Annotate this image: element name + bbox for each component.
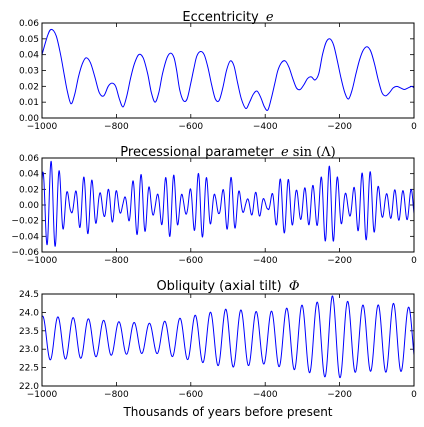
precession-xtick-label: −600 [178,256,203,266]
precession-xtick-label: −800 [104,256,129,266]
eccentricity-series-line [41,28,415,111]
eccentricity-ytick-label: 0.00 [19,114,39,124]
eccentricity-xtick-label: −1000 [27,122,58,132]
obliquity-series-line [41,295,415,379]
precession-ytick-label: −0.02 [11,217,39,227]
x-axis-label: Thousands of years before present [122,405,332,419]
obliquity-ytick-label: 23.5 [19,327,39,337]
eccentricity-ytick-label: 0.06 [19,19,39,29]
eccentricity-ytick-label: 0.04 [19,51,39,61]
eccentricity-xtick-label: −600 [178,122,203,132]
eccentricity-ytick-label: 0.03 [19,67,39,77]
precession-ytick-label: 0.04 [19,170,39,180]
eccentricity-ytick-label: 0.05 [19,35,39,45]
obliquity-xtick-label: −1000 [27,390,58,400]
precession-title: Precessional parameter e sin (Λ) [120,145,335,160]
precession-ytick-label: −0.06 [11,248,39,258]
precession-xtick-label: 0 [411,256,417,266]
precession-ytick-label: 0.06 [19,154,39,164]
obliquity-ticks [41,293,415,387]
precession-xtick-label: −200 [327,256,352,266]
precession-axes-frame [41,157,415,253]
precession-panel: Precessional parameter e sin (Λ) −1000 −8… [11,145,417,266]
obliquity-ytick-label: 24.5 [19,290,39,300]
obliquity-xtick-label: −800 [104,390,129,400]
obliquity-panel: Obliquity (axial tilt) Φ −1000 −800 −600 −4… [19,279,417,400]
eccentricity-tick-labels: −1000 −800 −600 −400 −200 0 0.00 0.01 0.02 0.03 0.… [19,19,417,132]
eccentricity-title: Eccentricity e [182,10,274,25]
obliquity-ytick-label: 22.0 [19,382,39,392]
precession-ytick-label: 0.02 [19,185,39,195]
precession-ytick-label: −0.04 [11,232,39,242]
precession-xtick-label: −400 [253,256,278,266]
eccentricity-xtick-label: −400 [253,122,278,132]
eccentricity-axes-frame [41,22,415,119]
obliquity-xtick-label: −400 [253,390,278,400]
precession-xtick-label: −1000 [27,256,58,266]
obliquity-xtick-label: −600 [178,390,203,400]
eccentricity-ytick-label: 0.01 [19,98,39,108]
eccentricity-ticks [41,22,415,119]
obliquity-xtick-label: −200 [327,390,352,400]
obliquity-axes-frame [41,293,415,387]
eccentricity-ytick-label: 0.02 [19,82,39,92]
obliquity-title: Obliquity (axial tilt) Φ [156,279,299,294]
precession-ytick-label: 0.00 [19,201,39,211]
obliquity-ytick-label: 22.5 [19,364,39,374]
eccentricity-xtick-label: −800 [104,122,129,132]
eccentricity-xtick-label: 0 [411,122,417,132]
precession-series-line [41,160,415,247]
precession-tick-labels: −1000 −800 −600 −400 −200 0 −0.06 −0.04 −0.02 0.0… [11,154,417,266]
obliquity-ytick-label: 23.0 [19,345,39,355]
eccentricity-xtick-label: −200 [327,122,352,132]
eccentricity-panel: Eccentricity e −1000 −800 −600 −400 −200 0 0.0… [19,10,417,132]
obliquity-tick-labels: −1000 −800 −600 −400 −200 0 22.0 22.5 23.0 23.5 24… [19,290,417,400]
obliquity-ytick-label: 24.0 [19,308,39,318]
obliquity-xtick-label: 0 [411,390,417,400]
